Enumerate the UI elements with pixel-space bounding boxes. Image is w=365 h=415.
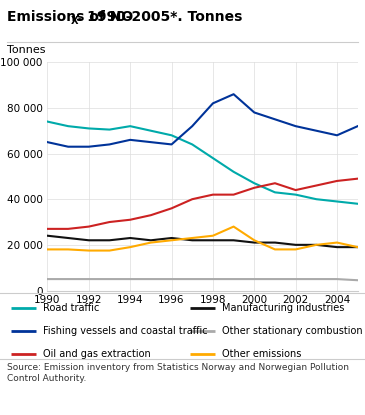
Text: Oil and gas extraction: Oil and gas extraction — [43, 349, 151, 359]
Text: Emissions of NO: Emissions of NO — [7, 10, 134, 24]
Text: Manufacturing industries: Manufacturing industries — [222, 303, 344, 313]
Text: Road traffic: Road traffic — [43, 303, 99, 313]
Text: Other stationary combustion: Other stationary combustion — [222, 326, 362, 336]
Text: Source: Emission inventory from Statistics Norway and Norwegian Pollution
Contro: Source: Emission inventory from Statisti… — [7, 363, 349, 383]
Text: Tonnes: Tonnes — [7, 45, 46, 55]
Text: Fishing vessels and coastal traffic: Fishing vessels and coastal traffic — [43, 326, 208, 336]
Text: Other emissions: Other emissions — [222, 349, 301, 359]
Text: . 1990-2005*. Tonnes: . 1990-2005*. Tonnes — [77, 10, 242, 24]
Text: X: X — [71, 16, 78, 26]
